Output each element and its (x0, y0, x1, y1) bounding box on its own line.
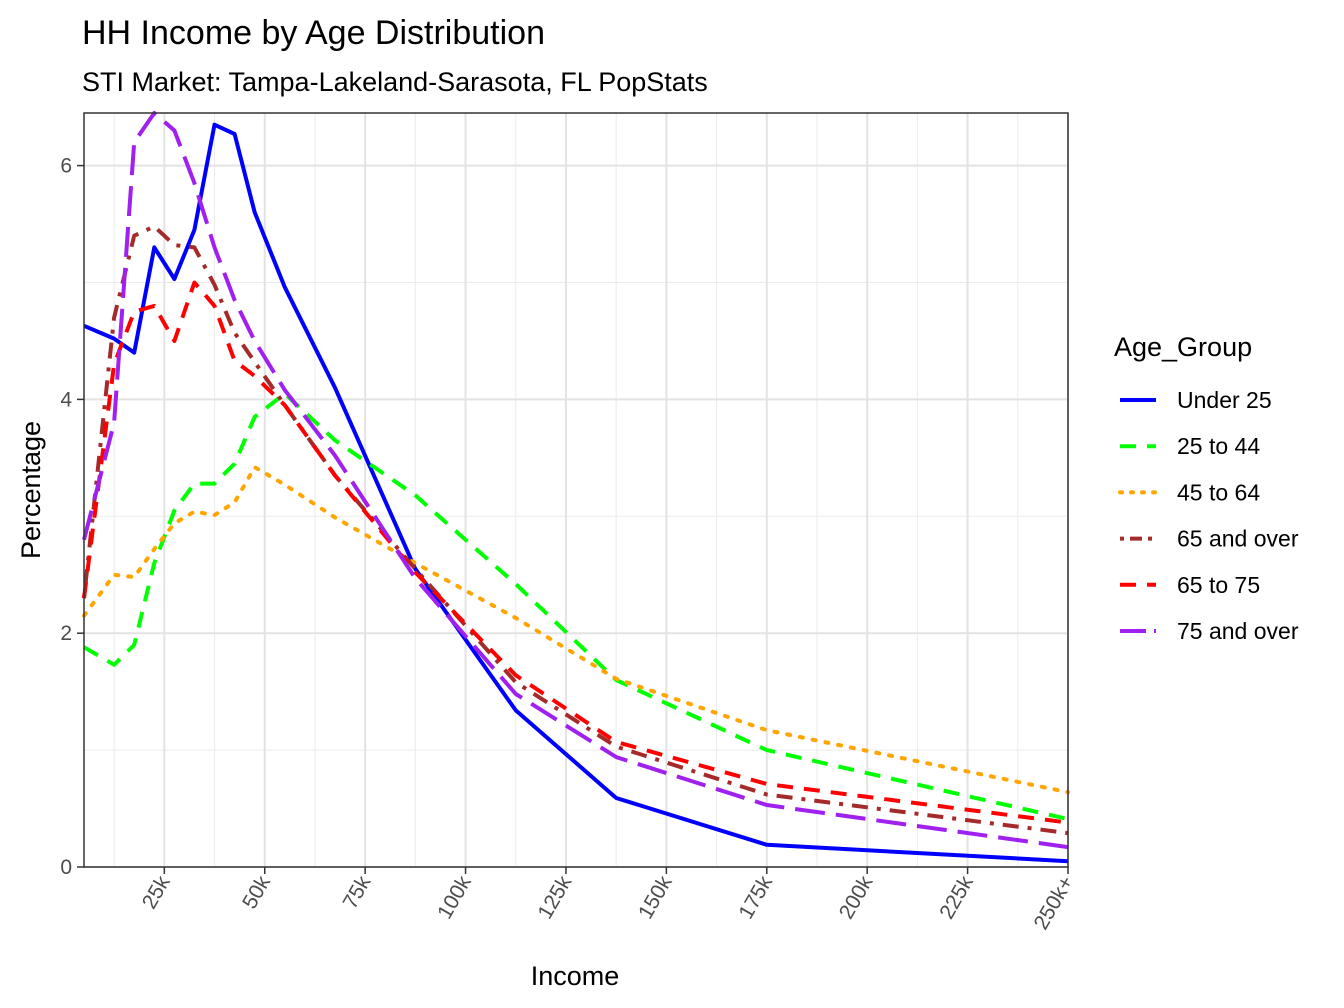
x-tick-label: 225k (935, 872, 978, 923)
x-tick-label: 200k (835, 872, 878, 923)
plot-border (83, 112, 1069, 868)
x-tick-label: 150k (634, 872, 677, 923)
y-axis: 0 2 4 6 (60, 155, 84, 879)
x-axis: 25k 50k 75k 100k 125k 150k 175k 200k 225k 250k+ (138, 867, 1079, 934)
x-tick-label: 250k+ (1030, 872, 1079, 934)
y-tick-label: 4 (60, 388, 72, 411)
legend-label: Under 25 (1177, 387, 1272, 413)
legend-label: 65 to 75 (1177, 572, 1260, 598)
series-line-under-25 (83, 122, 1069, 864)
series-line-45-to-64 (82, 465, 1070, 795)
legend: Age_Group Under 25 25 to 44 45 to 64 65 and… (1114, 332, 1299, 644)
x-tick-label: 25k (138, 872, 175, 913)
y-tick-label: 6 (60, 155, 72, 178)
x-axis-title: Income (531, 961, 620, 991)
minor-gridlines (84, 113, 1068, 867)
y-tick-label: 0 (60, 856, 72, 879)
y-axis-title: Percentage (16, 421, 46, 559)
plot-panel (82, 111, 1070, 868)
y-tick-label: 2 (60, 622, 72, 645)
x-tick-label: 100k (433, 872, 476, 923)
legend-label: 65 and over (1177, 526, 1299, 552)
x-tick-label: 175k (734, 872, 777, 923)
x-tick-label: 125k (534, 872, 577, 923)
chart-title: HH Income by Age Distribution (82, 14, 545, 52)
series-line-25-to-44 (82, 391, 1069, 822)
legend-label: 25 to 44 (1177, 433, 1260, 459)
chart-subtitle: STI Market: Tampa-Lakeland-Sarasota, FL … (82, 67, 708, 97)
plot-background (84, 113, 1068, 867)
legend-label: 75 and over (1177, 618, 1299, 644)
series-line-65-and-over (82, 224, 1069, 836)
x-tick-label: 75k (339, 872, 376, 913)
legend-label: 45 to 64 (1177, 479, 1260, 505)
series-line-75-and-over (82, 111, 1069, 850)
legend-title: Age_Group (1114, 332, 1252, 362)
series-line-65-to-75 (82, 280, 1069, 825)
x-tick-label: 50k (238, 872, 275, 913)
series-lines (82, 111, 1070, 864)
